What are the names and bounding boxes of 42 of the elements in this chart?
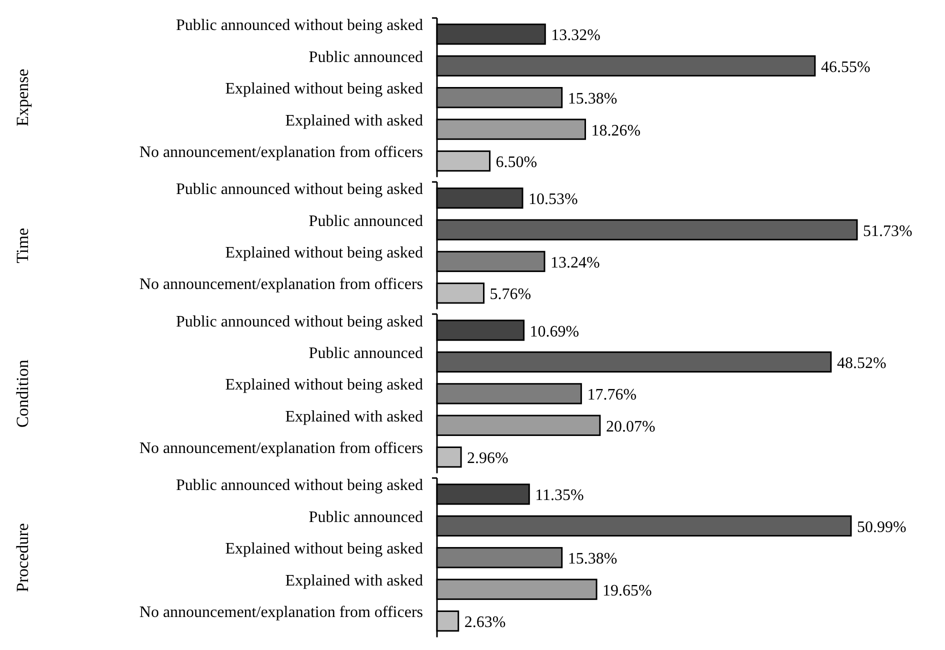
data-label: 11.35% (535, 487, 584, 504)
data-label: 46.55% (820, 58, 870, 76)
y-tick-label: Explained with asked (285, 112, 423, 130)
data-label: 48.52% (836, 354, 886, 372)
y-tick-label: Public announced without being asked (176, 313, 423, 330)
data-label: 10.53% (528, 191, 578, 208)
y-tick-label: Public announced without being asked (176, 181, 423, 198)
data-label: 50.99% (856, 518, 906, 536)
y-tick-label: Public announced (308, 344, 423, 362)
y-tick-label: Explained with asked (285, 408, 423, 426)
data-label: 18.26% (591, 122, 641, 140)
data-label: 10.69% (530, 323, 580, 340)
y-tick-label: No announcement/explanation from officers (139, 440, 423, 458)
data-label: 19.65% (602, 582, 652, 600)
data-label: 2.96% (467, 450, 508, 468)
data-label: 17.76% (587, 386, 637, 404)
y-tick-label: Public announced without being asked (176, 17, 423, 34)
y-tick-label: Explained without being asked (225, 376, 423, 394)
data-label: 13.24% (550, 254, 600, 272)
data-label: 2.63% (464, 614, 506, 632)
data-label: 20.07% (606, 418, 656, 436)
y-tick-label: Explained without being asked (225, 540, 423, 558)
y-axis-title: Time (13, 228, 32, 264)
y-axis-title: Procedure (13, 523, 32, 592)
y-tick-label: Explained without being asked (225, 80, 423, 98)
data-label: 5.76% (490, 286, 532, 304)
data-label: 15.38% (568, 550, 618, 568)
y-tick-label: Public announced (308, 508, 423, 526)
data-label: 13.32% (551, 27, 600, 44)
y-axis-title: Expense (13, 68, 32, 126)
y-tick-label: Public announced (308, 48, 423, 66)
y-axis-title: Condition (13, 359, 32, 428)
data-label: 15.38% (568, 90, 618, 108)
y-tick-label: No announcement/explanation from officers (139, 276, 423, 294)
y-tick-label: Public announced without being asked (176, 477, 423, 494)
y-tick-label: Explained without being asked (225, 244, 423, 262)
data-label: 51.73% (863, 222, 912, 240)
data-label: 6.50% (496, 154, 538, 172)
y-tick-label: No announcement/explanation from officers (139, 144, 423, 162)
y-tick-label: Public announced (308, 212, 423, 230)
y-tick-label: Explained with asked (285, 572, 423, 590)
y-tick-label: No announcement/explanation from officers (139, 604, 423, 622)
